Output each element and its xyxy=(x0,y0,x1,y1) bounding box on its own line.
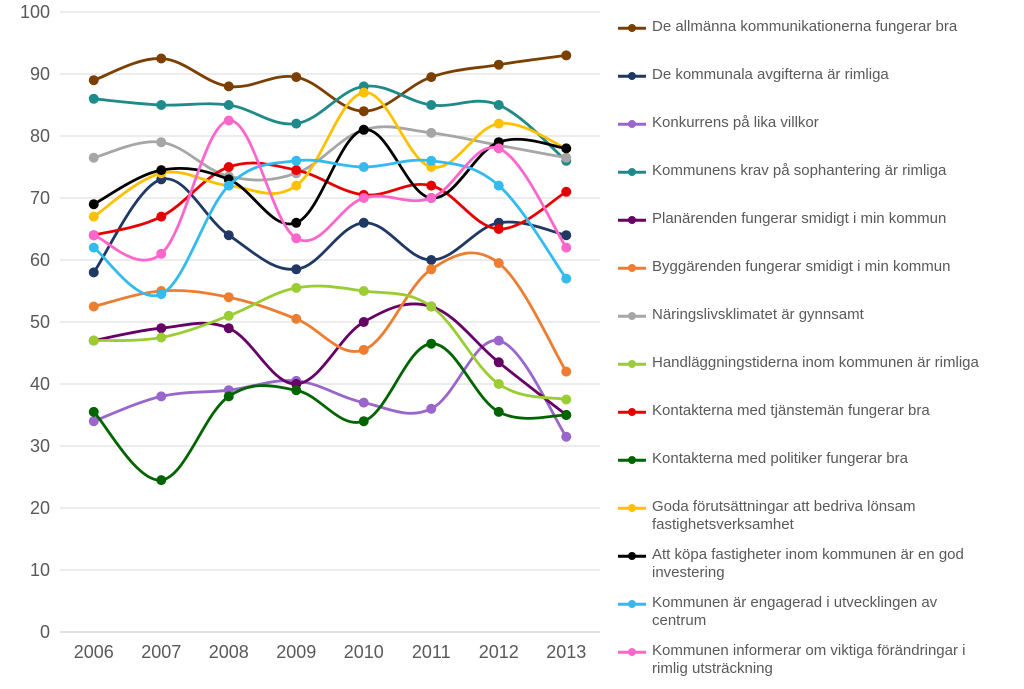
legend-swatch xyxy=(618,357,646,371)
svg-text:2009: 2009 xyxy=(276,642,316,662)
legend-label: De kommunala avgifterna är rimliga xyxy=(652,66,889,84)
chart-legend: De allmänna kommunikationerna fungerar b… xyxy=(618,18,982,689)
svg-text:100: 100 xyxy=(20,2,50,22)
legend-swatch xyxy=(618,213,646,227)
legend-label: Kommunens krav på sophantering är rimlig… xyxy=(652,162,946,180)
legend-swatch xyxy=(618,309,646,323)
legend-item: Kommunen informerar om viktiga förändrin… xyxy=(618,642,982,687)
svg-text:10: 10 xyxy=(30,560,50,580)
legend-label: Goda förutsättningar att bedriva lönsam … xyxy=(652,498,982,534)
legend-swatch xyxy=(618,453,646,467)
svg-text:20: 20 xyxy=(30,498,50,518)
legend-label: Kontakterna med politiker fungerar bra xyxy=(652,450,908,468)
legend-swatch xyxy=(618,405,646,419)
legend-label: Att köpa fastigheter inom kommunen är en… xyxy=(652,546,982,582)
legend-label: Kommunen är engagerad i utvecklingen av … xyxy=(652,594,982,630)
legend-item: Att köpa fastigheter inom kommunen är en… xyxy=(618,546,982,591)
legend-item: Kommunen är engagerad i utvecklingen av … xyxy=(618,594,982,639)
legend-label: Planärenden fungerar smidigt i min kommu… xyxy=(652,210,946,228)
legend-label: Kommunen informerar om viktiga förändrin… xyxy=(652,642,982,678)
legend-label: Konkurrens på lika villkor xyxy=(652,114,819,132)
legend-swatch xyxy=(618,117,646,131)
legend-item: Planärenden fungerar smidigt i min kommu… xyxy=(618,210,982,255)
legend-item: Byggärenden fungerar smidigt i min kommu… xyxy=(618,258,982,303)
legend-item: Kommunens krav på sophantering är rimlig… xyxy=(618,162,982,207)
svg-text:2008: 2008 xyxy=(209,642,249,662)
svg-text:2012: 2012 xyxy=(479,642,519,662)
svg-text:40: 40 xyxy=(30,374,50,394)
legend-item: Näringslivsklimatet är gynnsamt xyxy=(618,306,982,351)
legend-label: Handläggningstiderna inom kommunen är ri… xyxy=(652,354,979,372)
legend-item: Kontakterna med politiker fungerar bra xyxy=(618,450,982,495)
line-chart: 0 10 20 30 40 50 60 70 80 90 100 2006 2007 2008 2009 20… xyxy=(0,0,1024,689)
svg-text:90: 90 xyxy=(30,64,50,84)
svg-text:2013: 2013 xyxy=(546,642,586,662)
legend-swatch xyxy=(618,165,646,179)
svg-text:30: 30 xyxy=(30,436,50,456)
legend-swatch xyxy=(618,69,646,83)
legend-swatch xyxy=(618,549,646,563)
svg-text:2007: 2007 xyxy=(141,642,181,662)
legend-label: Byggärenden fungerar smidigt i min kommu… xyxy=(652,258,950,276)
svg-text:0: 0 xyxy=(40,622,50,642)
legend-swatch xyxy=(618,21,646,35)
legend-item: Goda förutsättningar att bedriva lönsam … xyxy=(618,498,982,543)
legend-swatch xyxy=(618,597,646,611)
legend-swatch xyxy=(618,261,646,275)
legend-item: De kommunala avgifterna är rimliga xyxy=(618,66,982,111)
svg-text:50: 50 xyxy=(30,312,50,332)
legend-item: Kontakterna med tjänstemän fungerar bra xyxy=(618,402,982,447)
legend-label: De allmänna kommunikationerna fungerar b… xyxy=(652,18,957,36)
svg-text:70: 70 xyxy=(30,188,50,208)
svg-text:2011: 2011 xyxy=(412,642,451,662)
legend-item: Handläggningstiderna inom kommunen är ri… xyxy=(618,354,982,399)
legend-item: De allmänna kommunikationerna fungerar b… xyxy=(618,18,982,63)
legend-label: Näringslivsklimatet är gynnsamt xyxy=(652,306,864,324)
svg-text:2006: 2006 xyxy=(74,642,114,662)
legend-swatch xyxy=(618,645,646,659)
svg-text:2010: 2010 xyxy=(344,642,384,662)
legend-label: Kontakterna med tjänstemän fungerar bra xyxy=(652,402,930,420)
svg-text:60: 60 xyxy=(30,250,50,270)
legend-swatch xyxy=(618,501,646,515)
svg-text:80: 80 xyxy=(30,126,50,146)
legend-item: Konkurrens på lika villkor xyxy=(618,114,982,159)
